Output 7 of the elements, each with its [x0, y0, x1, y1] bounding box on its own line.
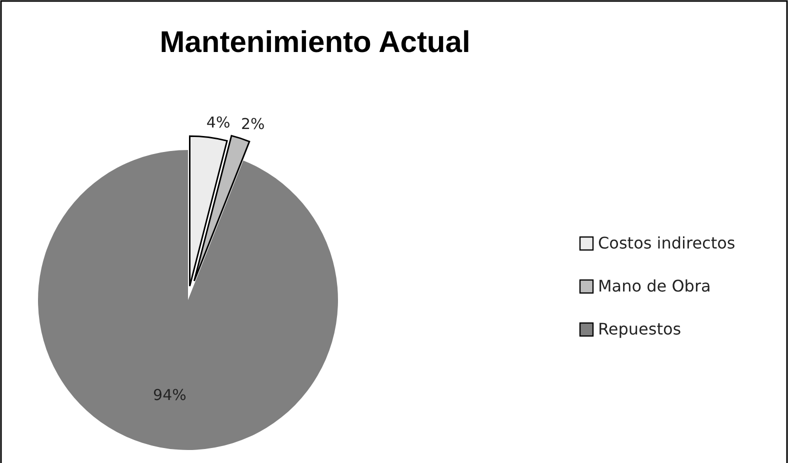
chart-title: Mantenimiento Actual	[160, 26, 470, 59]
legend-label: Repuestos	[598, 319, 682, 338]
data-label: 4%	[206, 113, 230, 132]
legend-label: Mano de Obra	[598, 276, 711, 296]
legend-label: Costos indirectos	[598, 233, 736, 252]
data-label: 94%	[153, 386, 186, 404]
data-label: 2%	[240, 115, 265, 134]
